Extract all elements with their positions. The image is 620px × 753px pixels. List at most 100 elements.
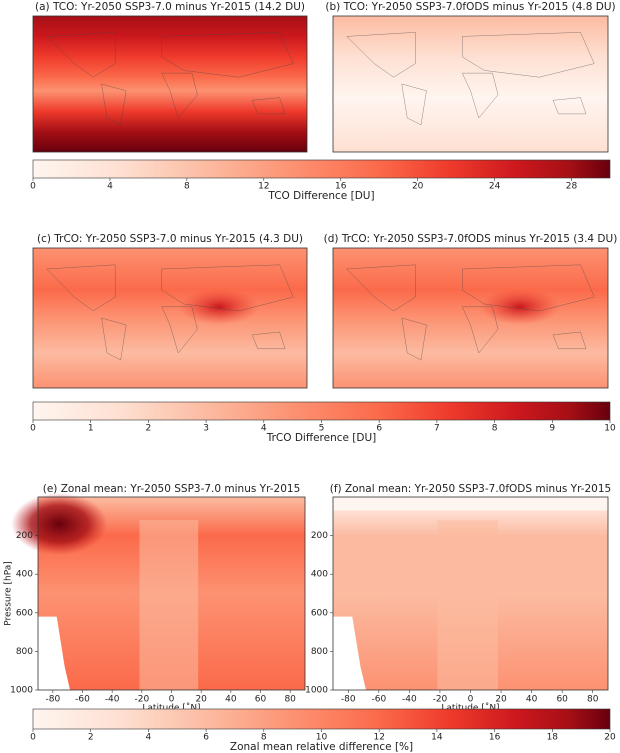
colorbar-tick-label: 8 (261, 733, 267, 743)
y-axis-label: Pressure [hPa] (4, 561, 14, 626)
y-tick-label: 200 (311, 531, 328, 541)
x-tick-label: 40 (526, 695, 538, 705)
x-tick-label: 80 (284, 695, 296, 705)
colorbar-tick-label: 3 (203, 424, 209, 434)
colorbar-tick-label: 16 (489, 733, 501, 743)
x-axis-label: Latitude [˚N] (441, 703, 499, 714)
x-tick-label: 60 (556, 695, 568, 705)
coastline (552, 331, 587, 350)
colorbar-tick-label: 0 (30, 182, 36, 192)
y-tick-label: 400 (311, 570, 328, 580)
colorbar-tick-label: 2 (88, 733, 94, 743)
x-tick-label: -20 (433, 695, 448, 705)
masked-region (333, 616, 366, 690)
colorbar-label: Zonal mean relative difference [%] (230, 741, 413, 753)
coastline (552, 97, 587, 115)
colorbar-tick-label: 12 (373, 733, 384, 743)
coastline (101, 317, 127, 361)
coastline (346, 264, 416, 312)
colorbar-tick-label: 20 (412, 182, 424, 192)
x-tick-label: -40 (402, 695, 417, 705)
colorbar-tick-label: 5 (319, 424, 325, 434)
x-tick-label: -80 (341, 695, 356, 705)
map-field (333, 248, 608, 388)
map-hotspot (179, 288, 260, 325)
map-frame (332, 247, 609, 389)
tropical-column (437, 520, 498, 690)
y-tick-label: 600 (311, 608, 328, 618)
masked-region (38, 616, 71, 690)
map-field (333, 16, 608, 152)
colorbar-tick-label: 4 (107, 182, 113, 192)
colorbar-tick-label: 2 (146, 424, 152, 434)
map-frame (32, 247, 308, 389)
colorbar-tick-label: 14 (431, 733, 443, 743)
colorbar-tick-label: 0 (30, 733, 36, 743)
coastline (461, 72, 499, 119)
map-field (33, 16, 307, 152)
x-tick-label: 0 (169, 695, 175, 705)
y-tick-label: 600 (16, 608, 33, 618)
colorbar-tick-label: 16 (335, 182, 347, 192)
coastline (401, 83, 427, 126)
coastline (462, 32, 595, 78)
colorbar-tick-label: 8 (184, 182, 190, 192)
tropical-column (139, 520, 199, 690)
x-tick-label: 40 (225, 695, 237, 705)
y-tick-label: 200 (16, 531, 33, 541)
colorbar-tick-label: 1 (88, 424, 94, 434)
x-tick-label: 80 (587, 695, 599, 705)
plot-title: (f) Zonal mean: Yr-2050 SSP3-7.0fODS min… (330, 483, 611, 495)
x-tick-label: -80 (45, 695, 60, 705)
x-tick-label: 60 (255, 695, 267, 705)
y-tick-label: 800 (311, 647, 328, 657)
colorbar-tick-label: 7 (434, 424, 440, 434)
coastline (46, 264, 116, 312)
y-tick-label: 800 (16, 647, 33, 657)
colorbar-tick-label: 0 (30, 424, 36, 434)
map-title: (b) TCO: Yr-2050 SSP3-7.0fODS minus Yr-2… (325, 1, 615, 13)
plot-title: (e) Zonal mean: Yr-2050 SSP3-7.0 minus Y… (43, 483, 301, 495)
x-tick-label: -60 (371, 695, 386, 705)
map-frame (32, 15, 308, 153)
y-tick-label: 400 (16, 570, 33, 580)
colorbar-tick-label: 6 (203, 733, 209, 743)
coastline (46, 32, 116, 78)
polar-maximum (11, 493, 108, 555)
y-tick-label: 1000 (305, 686, 328, 696)
coastline (161, 72, 198, 119)
colorbar-tick-label: 18 (547, 733, 559, 743)
map-title: (c) TrCO: Yr-2050 SSP3-7.0 minus Yr-2015… (37, 233, 303, 245)
map-title: (a) TCO: Yr-2050 SSP3-7.0 minus Yr-2015 … (35, 1, 305, 13)
coastline (461, 306, 499, 354)
coastline (401, 317, 427, 361)
colorbar (32, 708, 611, 730)
x-tick-label: -60 (75, 695, 90, 705)
coastline (346, 32, 416, 78)
coastline (161, 32, 294, 78)
colorbar-tick-label: 20 (604, 733, 616, 743)
map-frame (332, 15, 609, 153)
colorbar-tick-label: 10 (604, 424, 616, 434)
colorbar-tick-label: 28 (566, 182, 578, 192)
colorbar-tick-label: 9 (549, 424, 555, 434)
colorbar (32, 159, 611, 179)
colorbar-tick-label: 4 (261, 424, 267, 434)
y-tick-label: 1000 (10, 686, 33, 696)
map-hotspot (480, 288, 560, 325)
colorbar-tick-label: 6 (376, 424, 382, 434)
x-tick-label: -20 (134, 695, 149, 705)
colorbar (32, 401, 611, 421)
x-tick-label: 20 (495, 695, 507, 705)
colorbar-tick-label: 8 (492, 424, 498, 434)
colorbar-tick-label: 10 (316, 733, 328, 743)
x-axis-label: Latitude [˚N] (142, 703, 200, 714)
colorbar-tick-label: 4 (146, 733, 152, 743)
x-tick-label: 0 (468, 695, 474, 705)
coastline (161, 264, 294, 312)
colorbar-tick-label: 12 (258, 182, 269, 192)
coastline (101, 83, 127, 126)
colorbar-label: TCO Difference [DU] (267, 190, 374, 202)
coastline (462, 264, 595, 312)
